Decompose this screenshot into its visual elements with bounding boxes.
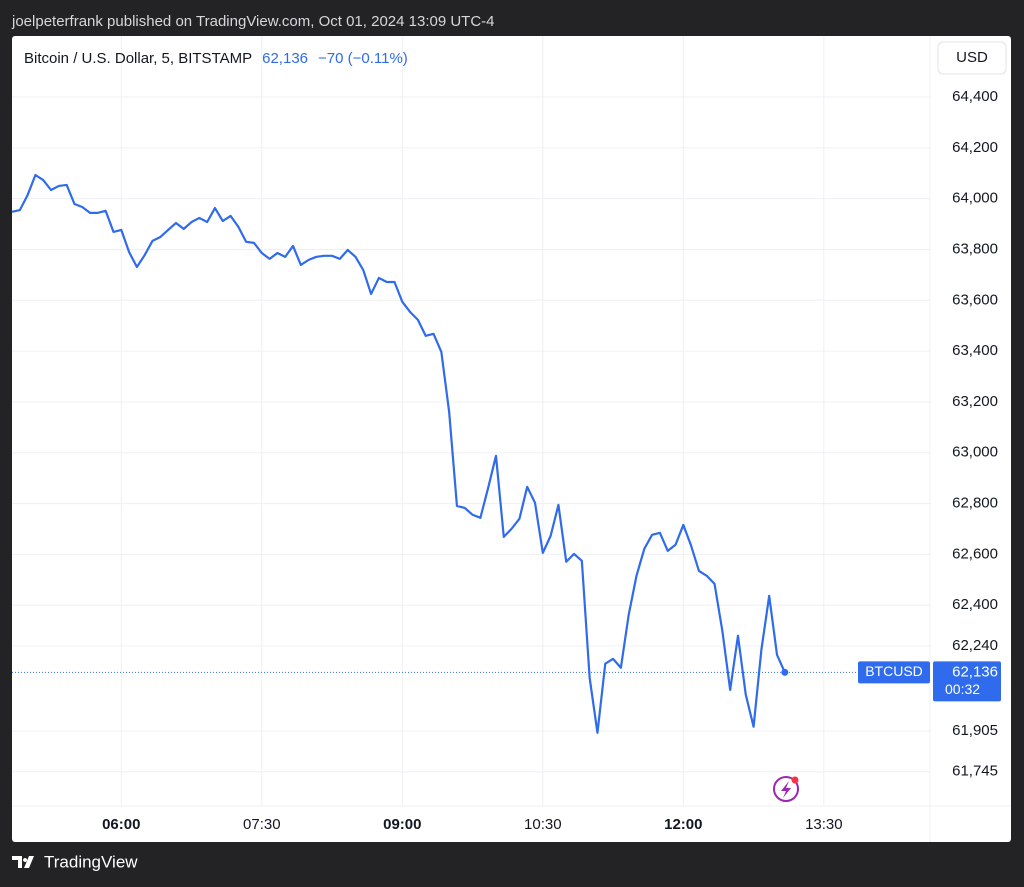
y-tick-label: 63,800 [952,240,998,257]
y-tick-label: 61,905 [952,722,998,739]
plot: 61,745 61,905 62,240 62,400 62,600 62,800 63,0… [11,36,1011,842]
y-tick-label: 61,745 [952,763,998,780]
last-price: 62,136 [262,50,308,67]
y-tick-label: 63,600 [952,291,998,308]
price-line [11,173,786,734]
chart-panel [12,36,1011,842]
y-tick-label: 62,600 [952,545,998,562]
symbol-description: Bitcoin / U.S. Dollar, 5, BITSTAMP [24,50,252,67]
x-tick-label: 07:30 [243,816,281,833]
chart-title: Bitcoin / U.S. Dollar, 5, BITSTAMP 62,136… [24,50,408,67]
x-tick-label: 06:00 [102,816,140,833]
brand-name: TradingView [44,852,138,871]
y-tick-label: 63,200 [952,393,998,410]
price-tag-label: 62,136 [952,663,998,680]
symbol-tag-label: BTCUSD [865,663,923,679]
brand-logo [12,856,34,868]
publisher-line: joelpeterfrank published on TradingView.… [11,13,495,30]
price-tag [933,661,1001,702]
last-point [781,668,789,676]
y-tick-label: 63,000 [952,444,998,461]
y-tick-label: 62,800 [952,495,998,512]
y-tick-label: 64,400 [952,88,998,105]
price-change: −70 (−0.11%) [318,50,408,67]
symbol-tag [858,661,930,684]
x-tick-label: 10:30 [524,816,562,833]
y-tick-label: 64,200 [952,139,998,156]
y-tick-label: 64,000 [952,190,998,207]
x-tick-label: 09:00 [383,816,421,833]
x-tick-label: 12:00 [664,816,702,833]
y-tick-label: 62,240 [952,637,998,654]
y-tick-label: 63,400 [952,342,998,359]
countdown-label: 00:32 [945,681,980,697]
y-tick-label: 62,400 [952,596,998,613]
currency-button[interactable] [937,41,1007,75]
flash-icon [773,776,799,802]
x-tick-label: 13:30 [805,816,843,833]
currency-label[interactable]: USD [956,49,988,66]
